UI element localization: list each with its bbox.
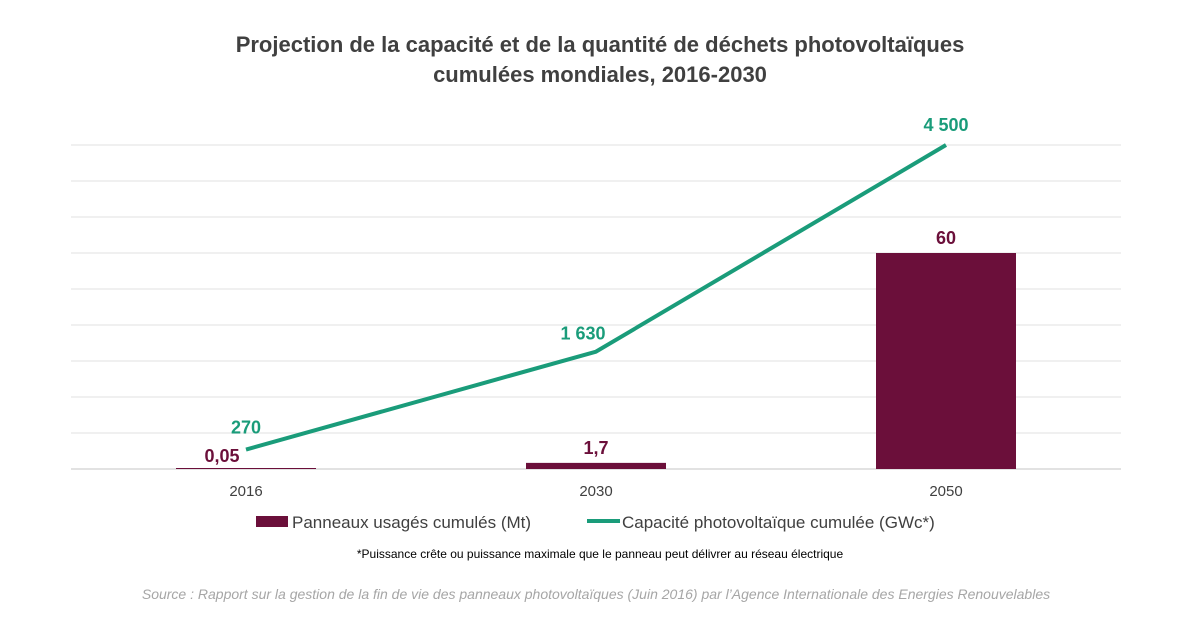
bar xyxy=(526,462,666,469)
line-data-label: 4 500 xyxy=(923,115,968,135)
legend-line-label: Capacité photovoltaïque cumulée (GWc*) xyxy=(622,513,935,532)
footnote: *Puissance crête ou puissance maximale q… xyxy=(357,547,844,561)
source-note: Source : Rapport sur la gestion de la fi… xyxy=(142,586,1050,602)
legend-bar-swatch xyxy=(256,516,288,527)
chart-title-line1: Projection de la capacité et de la quant… xyxy=(236,32,965,57)
bar-data-label: 1,7 xyxy=(583,438,608,458)
legend-bar-label: Panneaux usagés cumulés (Mt) xyxy=(292,513,531,532)
x-tick-label: 2016 xyxy=(229,483,262,500)
capacity-line xyxy=(245,143,948,452)
bar-data-label: 60 xyxy=(936,228,956,248)
line-data-label: 1 630 xyxy=(560,324,605,344)
line-data-label: 270 xyxy=(231,418,261,438)
bar xyxy=(876,253,1016,469)
chart-title-line2: cumulées mondiales, 2016-2030 xyxy=(433,62,767,87)
bar xyxy=(176,468,316,469)
x-tick-label: 2030 xyxy=(579,483,612,500)
bar-data-label: 0,05 xyxy=(204,446,239,466)
x-tick-label: 2050 xyxy=(929,483,962,500)
